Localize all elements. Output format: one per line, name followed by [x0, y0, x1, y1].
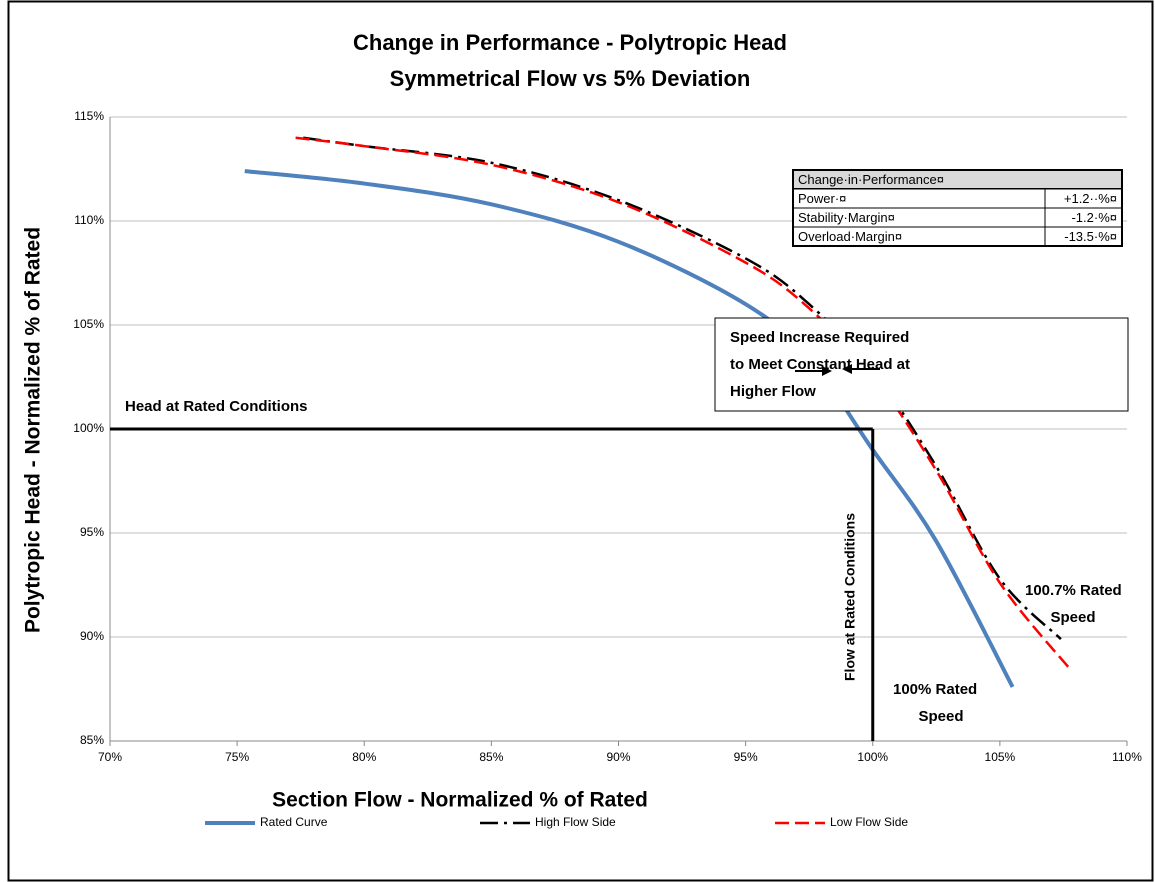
chart-frame — [7, 0, 1154, 882]
x-axis-label: Section Flow - Normalized % of Rated — [272, 789, 648, 812]
reference-label: Head at Rated Conditions — [125, 398, 308, 415]
y-tick-label: 105% — [73, 317, 104, 331]
annotation-text: 100.7% Rated — [1025, 582, 1122, 599]
y-tick-label: 95% — [80, 525, 104, 539]
chart-subtitle: Symmetrical Flow vs 5% Deviation — [390, 66, 751, 91]
x-tick-label: 75% — [225, 750, 249, 764]
table-border — [792, 169, 1123, 247]
y-tick-label: 110% — [74, 213, 104, 227]
annotation-box — [714, 317, 1129, 412]
y-tick-label: 85% — [80, 733, 104, 747]
annotation-text: Higher Flow — [730, 383, 816, 400]
x-tick-label: 80% — [352, 750, 376, 764]
x-tick-label: 110% — [1112, 750, 1142, 764]
series-line — [303, 136, 1062, 640]
annotation-text: Speed — [1050, 609, 1095, 626]
x-tick-label: 100% — [857, 750, 888, 764]
series-line — [244, 169, 1015, 688]
y-tick-label: 100% — [73, 421, 104, 435]
table-cell: Power·¤ — [798, 191, 846, 206]
legend-label: Rated Curve — [260, 815, 328, 829]
arrow-head — [822, 366, 832, 376]
annotation-text: Speed — [918, 708, 963, 725]
table-cell: -13.5·%¤ — [1064, 229, 1117, 244]
x-tick-label: 85% — [479, 750, 503, 764]
legend-label: Low Flow Side — [830, 815, 908, 829]
arrow-head — [842, 364, 852, 374]
table-cell: +1.2··%¤ — [1064, 191, 1117, 206]
table-cell: Overload·Margin¤ — [798, 229, 902, 244]
chart-title: Change in Performance - Polytropic Head — [353, 30, 787, 55]
y-tick-label: 115% — [74, 109, 104, 123]
x-tick-label: 105% — [985, 750, 1016, 764]
reference-label: Flow at Rated Conditions — [841, 513, 857, 681]
series-line — [295, 136, 1073, 672]
table-cell: -1.2·%¤ — [1071, 210, 1117, 225]
table-cell: Stability·Margin¤ — [798, 210, 895, 225]
table-title: Change·in·Performance¤ — [798, 172, 944, 187]
x-tick-label: 70% — [98, 750, 122, 764]
legend-label: High Flow Side — [535, 815, 616, 829]
x-tick-label: 90% — [606, 750, 630, 764]
annotation-text: Speed Increase Required — [730, 329, 909, 346]
x-tick-label: 95% — [734, 750, 758, 764]
y-axis-label: Polytropic Head - Normalized % of Rated — [22, 227, 45, 633]
y-tick-label: 90% — [80, 629, 104, 643]
annotation-text: 100% Rated — [893, 681, 977, 698]
